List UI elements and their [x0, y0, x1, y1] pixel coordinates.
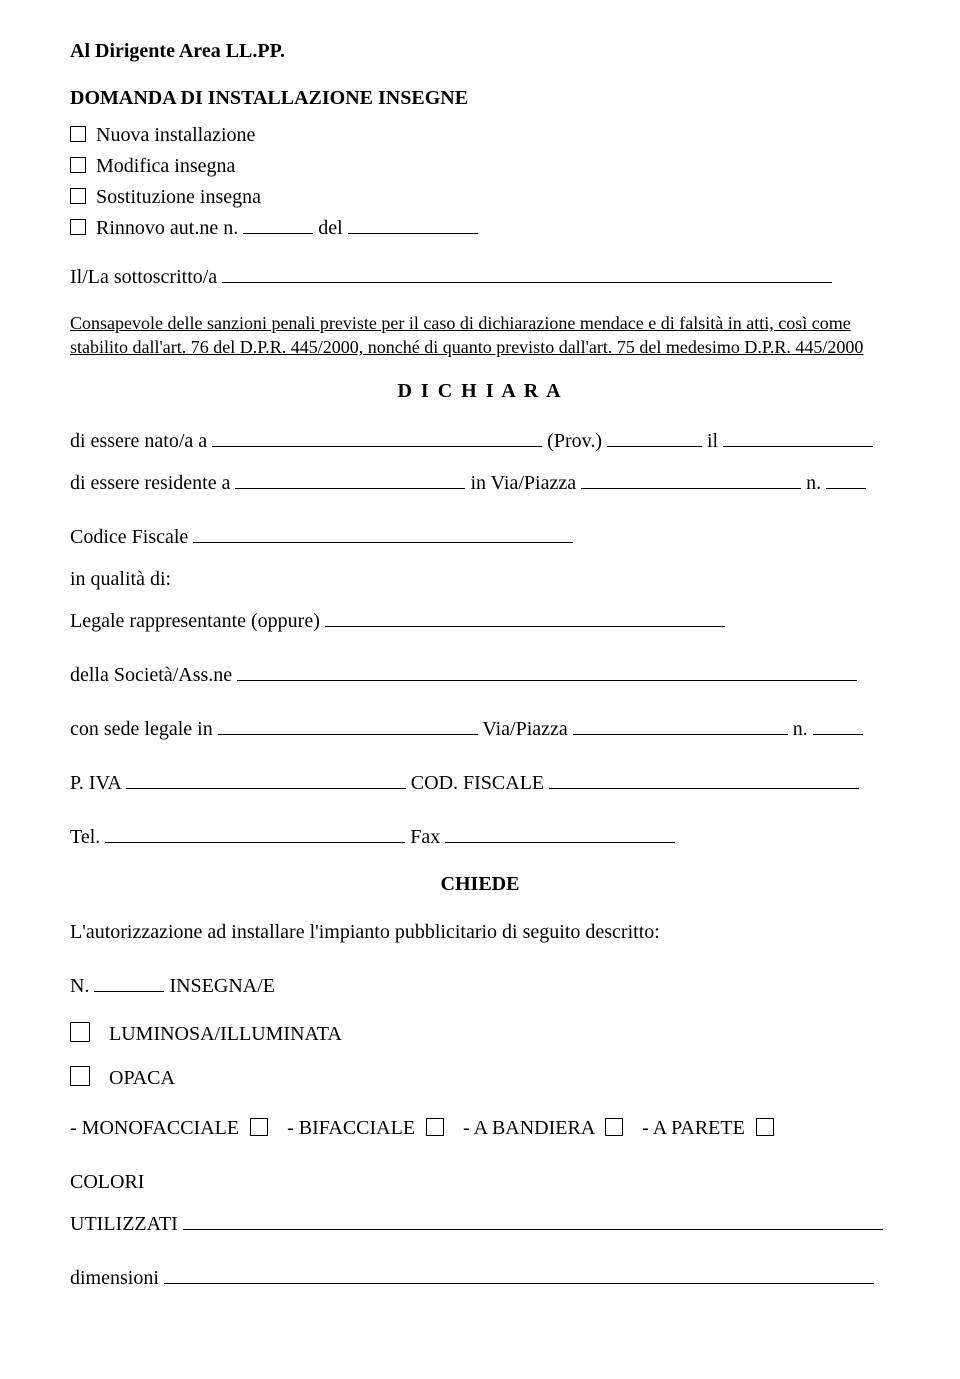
dimensioni-input[interactable] [164, 1283, 874, 1284]
residente-n-input[interactable] [826, 488, 866, 489]
sede-n-label: n. [793, 718, 808, 740]
nato-prov-label: (Prov. [547, 430, 595, 452]
residente-via-label: in Via/Piazza [470, 472, 576, 494]
option-sostituzione[interactable]: Sostituzione insegna [70, 186, 890, 209]
chiede-heading: CHIEDE [70, 873, 890, 896]
tel-input[interactable] [105, 842, 405, 843]
rinnovo-number-input[interactable] [243, 233, 313, 234]
recipient-address: Al Dirigente Area LL.PP. [70, 40, 890, 63]
checkbox-icon[interactable] [605, 1118, 623, 1136]
nato-prov-input[interactable] [607, 446, 702, 447]
piva-label: P. IVA [70, 772, 121, 794]
checkbox-icon[interactable] [70, 219, 86, 235]
luminosa-label: LUMINOSA/ILLUMINATA [109, 1023, 342, 1045]
nato-date-input[interactable] [723, 446, 873, 447]
codfisc-label: COD. FISCALE [411, 772, 544, 794]
sede-label: con sede legale in [70, 718, 213, 740]
fax-input[interactable] [445, 842, 675, 843]
option-opaca[interactable]: OPACA [70, 1064, 890, 1090]
opaca-label: OPACA [109, 1067, 175, 1089]
autorizzazione-text: L'autorizzazione ad installare l'impiant… [70, 916, 890, 948]
insegna-label: INSEGNA/E [169, 975, 275, 997]
cf-label: Codice Fiscale [70, 526, 188, 548]
dimensioni-label: dimensioni [70, 1267, 159, 1289]
mono-label: - MONOFACCIALE [70, 1117, 239, 1139]
option-rinnovo-pre: Rinnovo aut.ne n. [96, 217, 238, 239]
societa-label: della Società/Ass.ne [70, 664, 232, 686]
residente-label: di essere residente a [70, 472, 230, 494]
sede-via-label: Via/Piazza [482, 718, 567, 740]
tel-label: Tel. [70, 826, 100, 848]
bi-label: - BIFACCIALE [287, 1117, 415, 1139]
piva-input[interactable] [126, 788, 406, 789]
sottoscritto-label: Il/La sottoscritto/a [70, 266, 217, 288]
option-nuova[interactable]: Nuova installazione [70, 124, 890, 147]
societa-input[interactable] [237, 680, 857, 681]
checkbox-icon[interactable] [426, 1118, 444, 1136]
parete-label: - A PARETE [642, 1117, 745, 1139]
bandiera-label: - A BANDIERA [463, 1117, 594, 1139]
nato-il-label: il [707, 430, 718, 452]
checkbox-icon[interactable] [250, 1118, 268, 1136]
residente-city-input[interactable] [235, 488, 465, 489]
sede-via-input[interactable] [573, 734, 788, 735]
form-title: DOMANDA DI INSTALLAZIONE INSEGNE [70, 87, 890, 110]
checkbox-icon[interactable] [70, 1022, 90, 1042]
option-nuova-label: Nuova installazione [96, 124, 255, 147]
sottoscritto-input[interactable] [222, 282, 832, 283]
option-rinnovo[interactable]: Rinnovo aut.ne n. del [70, 217, 890, 240]
option-luminosa[interactable]: LUMINOSA/ILLUMINATA [70, 1020, 890, 1046]
option-sostituzione-label: Sostituzione insegna [96, 186, 261, 209]
option-rinnovo-mid: del [318, 217, 342, 239]
rinnovo-date-input[interactable] [348, 233, 478, 234]
residente-n-label: n. [806, 472, 821, 494]
n-label: N. [70, 975, 89, 997]
utilizzati-label: UTILIZZATI [70, 1213, 178, 1235]
codfisc-input[interactable] [549, 788, 859, 789]
option-modifica-label: Modifica insegna [96, 155, 235, 178]
cf-input[interactable] [193, 542, 573, 543]
legal-notice: Consapevole delle sanzioni penali previs… [70, 311, 890, 360]
checkbox-icon[interactable] [70, 157, 86, 173]
residente-via-input[interactable] [581, 488, 801, 489]
qualita-label: in qualità di: [70, 568, 171, 590]
sede-city-input[interactable] [218, 734, 478, 735]
nato-place-input[interactable] [212, 446, 542, 447]
n-input[interactable] [94, 991, 164, 992]
checkbox-icon[interactable] [70, 126, 86, 142]
colori-input[interactable] [183, 1229, 883, 1230]
fax-label: Fax [410, 826, 440, 848]
checkbox-icon[interactable] [70, 188, 86, 204]
legale-input[interactable] [325, 626, 725, 627]
sede-n-input[interactable] [813, 734, 863, 735]
checkbox-icon[interactable] [756, 1118, 774, 1136]
colori-label: COLORI [70, 1171, 144, 1193]
legale-label: Legale rappresentante (oppure) [70, 610, 320, 632]
dichiara-heading: D I C H I A R A [70, 380, 890, 403]
nato-label: di essere nato/a a [70, 430, 207, 452]
checkbox-icon[interactable] [70, 1066, 90, 1086]
option-modifica[interactable]: Modifica insegna [70, 155, 890, 178]
